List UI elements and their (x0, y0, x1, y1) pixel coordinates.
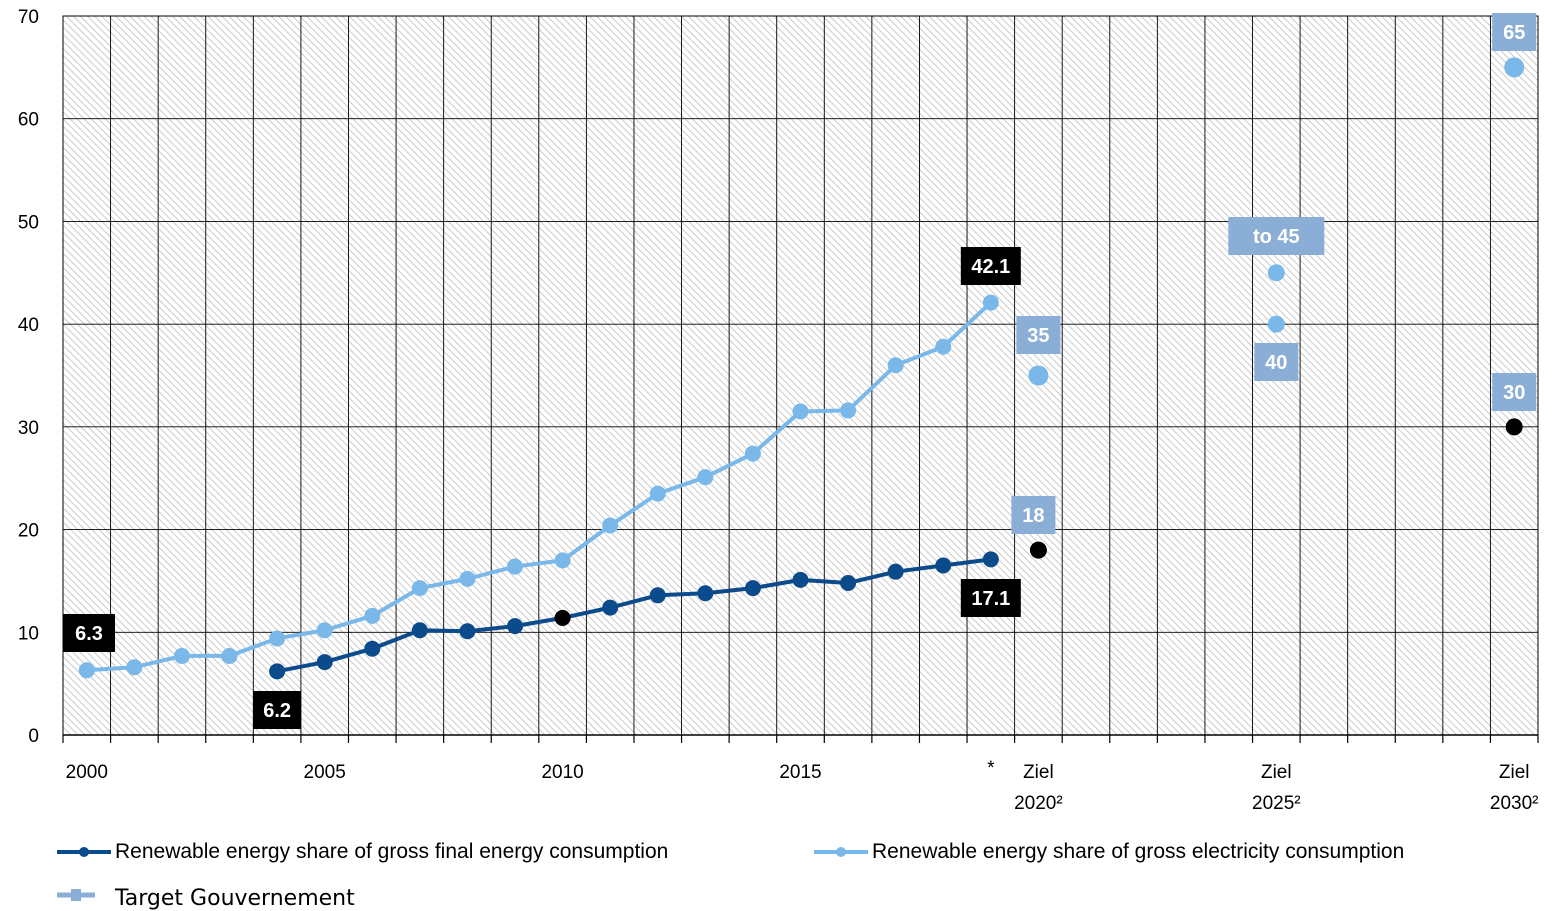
data-label-box (63, 614, 115, 652)
final-energy-series-point (649, 587, 666, 604)
data-label-box (1492, 13, 1537, 51)
data-label-text: 42.1 (971, 256, 1010, 278)
data-label-text: to 45 (1253, 226, 1300, 248)
y-tick-label: 70 (18, 7, 39, 28)
electricity-series-point (792, 403, 809, 420)
x-tick-label: 2000 (66, 762, 108, 783)
data-label-box (960, 247, 1021, 285)
electricity-series-point (649, 485, 666, 502)
final-energy-series-point (744, 580, 761, 597)
target-point (1504, 57, 1525, 78)
data-label-box (1254, 343, 1299, 381)
legend-swatch-electricity (814, 847, 868, 857)
x-tick-label: 2015 (779, 762, 821, 783)
electricity-series-point (507, 558, 524, 575)
electricity-series-point (697, 469, 714, 486)
legend-item-final-energy[interactable]: Renewable energy share of gross final en… (55, 840, 668, 864)
y-tick-label: 30 (18, 418, 39, 439)
data-label-text: 18 (1022, 505, 1044, 527)
electricity-series-point (935, 338, 952, 355)
electricity-series-point (554, 552, 571, 569)
series-layer (78, 57, 1525, 680)
final-energy-series-point (507, 618, 524, 635)
target-point (1028, 365, 1049, 386)
legend-item-electricity[interactable]: Renewable energy share of gross electric… (812, 840, 1404, 864)
x-tick-label: Ziel (1261, 762, 1292, 783)
final-energy-series-point (840, 574, 857, 591)
legend-label-final-energy: Renewable energy share of gross final en… (115, 840, 669, 863)
electricity-series-point (744, 445, 761, 462)
final-energy-series-point (269, 663, 286, 680)
electricity-series-point (840, 402, 857, 419)
electricity-series-point (364, 607, 381, 624)
final-energy-series-point (411, 622, 428, 639)
data-label-box (1016, 316, 1061, 354)
y-tick-label: 50 (18, 212, 39, 233)
electricity-series-point (602, 517, 619, 534)
final-energy-series-point (792, 571, 809, 588)
electricity-series-point (173, 647, 190, 664)
x-tick-label: 2025² (1252, 793, 1301, 814)
data-label-box (960, 579, 1021, 617)
electricity-series-point (459, 570, 476, 587)
final-energy-series-point (316, 654, 333, 671)
electricity-series-point (126, 659, 143, 676)
data-labels: 6.3 6.2 42.1 17.1 35 18 to 45 40 30 65 (63, 13, 1537, 729)
final-energy-series-point (554, 609, 571, 626)
y-tick-label: 20 (18, 521, 39, 542)
x-tick-label: Ziel (1023, 762, 1054, 783)
data-label-text: 30 (1503, 382, 1525, 404)
data-label-text: 6.3 (75, 623, 103, 645)
final-energy-series-point (459, 623, 476, 640)
data-label-text: 65 (1503, 22, 1525, 44)
electricity-series-point (221, 647, 238, 664)
x-tick-label: 2020² (1014, 793, 1063, 814)
final-energy-series-point (364, 640, 381, 657)
final-energy-series-point (887, 563, 904, 580)
legend-item-target[interactable]: Target Gouvernement (55, 880, 355, 911)
axes: 0 10 20 30 40 50 60 70 2000 2005 2010 2015 * Ziel 2020… (18, 7, 1539, 814)
x-tick-label: 2005 (304, 762, 346, 783)
data-label-text: 17.1 (971, 588, 1010, 610)
final-energy-series-point (935, 557, 952, 574)
y-tick-label: 40 (18, 315, 39, 336)
data-label-text: 40 (1265, 352, 1287, 374)
legend-swatch-target (57, 888, 95, 901)
x-tick-label: 2030² (1490, 793, 1539, 814)
final-energy-series-point (602, 599, 619, 616)
target-point (1029, 541, 1047, 559)
legend-label-target: Target Gouvernement (115, 886, 355, 911)
target-point (1267, 264, 1285, 282)
data-label-box (1492, 373, 1537, 411)
y-tick-label: 10 (18, 623, 39, 644)
plot-area (62, 15, 1539, 736)
data-label-box (1228, 217, 1325, 255)
legend-label-electricity: Renewable energy share of gross electric… (872, 840, 1405, 863)
electricity-series-point (982, 294, 999, 311)
final-energy-series-line (276, 557, 992, 674)
electricity-series-point (269, 630, 286, 647)
y-tick-label: 60 (18, 110, 39, 131)
y-tick-label: 0 (28, 726, 39, 747)
electricity-series-point (316, 622, 333, 639)
electricity-series-point (411, 580, 428, 597)
electricity-series-point (887, 357, 904, 374)
x-tick-label: 2010 (541, 762, 583, 783)
electricity-series-point (78, 662, 95, 679)
data-label-text: 35 (1027, 325, 1049, 347)
target-point (1267, 315, 1285, 333)
final-energy-series-point (982, 551, 999, 568)
x-tick-label: * (987, 758, 995, 779)
final-energy-series-point (697, 585, 714, 602)
x-tick-label: Ziel (1499, 762, 1530, 783)
data-label-box (253, 691, 302, 729)
target-point (1505, 418, 1523, 436)
data-label-text: 6.2 (263, 700, 291, 722)
data-label-box (1011, 496, 1056, 534)
legend-swatch-final-energy (57, 847, 111, 857)
